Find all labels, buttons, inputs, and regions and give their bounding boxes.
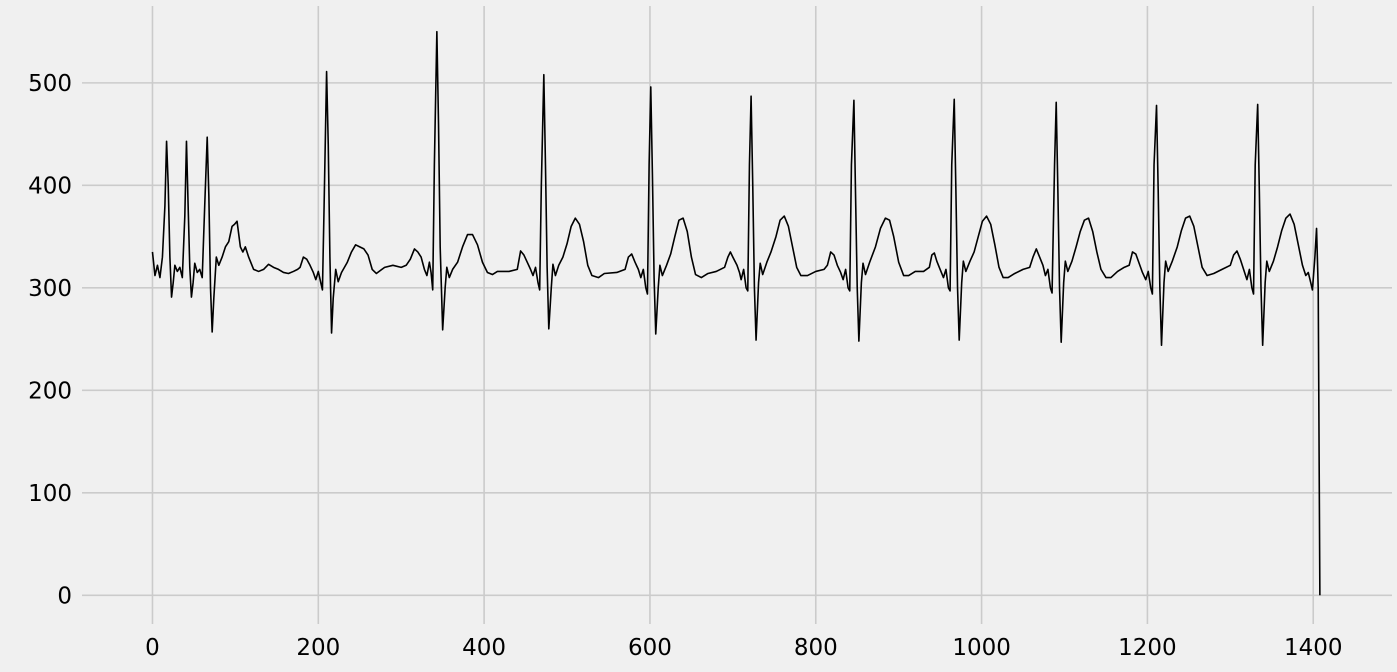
x-tick-label: 800 — [794, 635, 838, 661]
y-tick-label: 300 — [28, 276, 72, 302]
y-axis-tick-labels: 0 100 200 300 400 500 — [28, 71, 72, 609]
x-tick-label: 1200 — [1118, 635, 1177, 661]
x-tick-label: 400 — [462, 635, 506, 661]
y-tick-label: 0 — [57, 583, 72, 609]
x-tick-label: 600 — [628, 635, 672, 661]
x-tick-label: 1000 — [952, 635, 1011, 661]
x-tick-label: 0 — [145, 635, 160, 661]
y-tick-label: 200 — [28, 378, 72, 404]
y-tick-label: 100 — [28, 481, 72, 507]
grid — [82, 6, 1392, 624]
series-line — [151, 30, 1321, 596]
x-axis-tick-labels: 0 200 400 600 800 1000 1200 1400 — [145, 635, 1342, 661]
x-tick-label: 1400 — [1284, 635, 1343, 661]
y-tick-label: 500 — [28, 71, 72, 97]
x-tick-label: 200 — [296, 635, 340, 661]
series-group — [151, 30, 1321, 596]
y-tick-label: 400 — [28, 173, 72, 199]
